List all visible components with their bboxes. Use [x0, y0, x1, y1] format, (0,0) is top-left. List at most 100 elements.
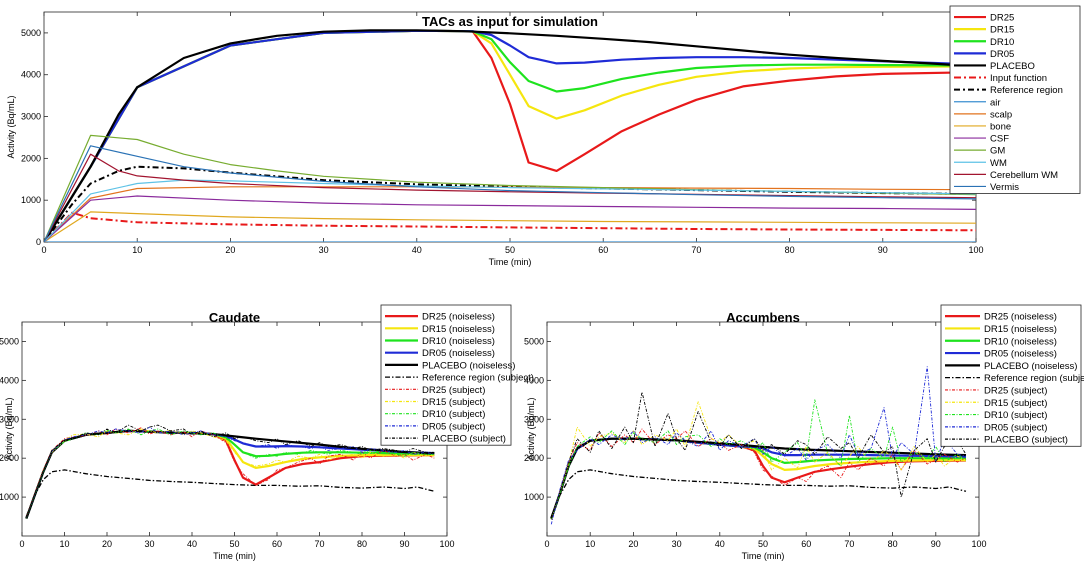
y-tick-label: 4000: [21, 70, 41, 80]
plot-area: [546, 321, 980, 537]
series-line-9: [44, 211, 976, 242]
series-line-2: [550, 437, 966, 519]
legend-entry: DR05 (subject): [984, 422, 1047, 433]
x-tick-label: 0: [19, 539, 24, 549]
x-tick-label: 0: [544, 539, 549, 549]
legend-box: [949, 5, 1081, 194]
x-axis-label: Time (min): [489, 257, 532, 267]
legend-entry: PLACEBO (subject): [984, 435, 1068, 446]
x-tick-label: 20: [225, 245, 235, 255]
x-tick-label: 50: [229, 539, 239, 549]
legend-entry: DR10 (noiseless): [984, 336, 1057, 347]
legend-entry: Vermis: [990, 182, 1019, 193]
series-line-7: [550, 401, 967, 520]
series-line-4: [44, 29, 976, 242]
y-tick-label: 4000: [0, 375, 19, 385]
series-line-10: [44, 195, 976, 242]
x-tick-label: 80: [888, 539, 898, 549]
x-tick-label: 40: [412, 245, 422, 255]
series-line-2: [44, 29, 976, 242]
series-line-8: [25, 428, 435, 519]
series-line-5: [550, 469, 967, 517]
legend-entry: GM: [990, 146, 1005, 157]
x-tick-label: 90: [878, 245, 888, 255]
legend-entry: DR05 (subject): [422, 421, 485, 432]
series-line-6: [550, 428, 967, 520]
legend-entry: WM: [990, 158, 1007, 169]
series-line-5: [44, 211, 976, 242]
x-tick-label: 0: [41, 245, 46, 255]
legend-entry: DR25: [990, 13, 1014, 24]
legend-entry: DR25 (subject): [984, 385, 1047, 396]
x-tick-label: 30: [672, 539, 682, 549]
y-tick-label: 2000: [21, 153, 41, 163]
legend: DR25 (noiseless)DR15 (noiseless)DR10 (no…: [380, 304, 534, 446]
legend-entry: DR05 (noiseless): [984, 349, 1057, 360]
x-tick-label: 70: [691, 245, 701, 255]
series-line-3: [44, 29, 976, 242]
legend-entry: Input function: [990, 73, 1047, 84]
x-tick-label: 40: [187, 539, 197, 549]
series-group: [44, 29, 976, 242]
x-tick-label: 80: [357, 539, 367, 549]
y-tick-label: 1000: [21, 195, 41, 205]
chart-2: 0 10 20 30 40 50 60 70 80 90 100 1000 2000 3000 4000 50…: [524, 304, 1084, 561]
series-line-9: [550, 366, 967, 525]
y-tick-label: 1000: [524, 492, 544, 502]
series-line-13: [44, 153, 976, 242]
y-tick-label: 5000: [21, 28, 41, 38]
x-tick-label: 10: [585, 539, 595, 549]
x-tick-label: 60: [272, 539, 282, 549]
series-line-10: [25, 424, 435, 518]
legend-entry: Reference region: [990, 85, 1063, 96]
legend-entry: DR10 (subject): [984, 410, 1047, 421]
x-tick-label: 30: [144, 539, 154, 549]
legend-entry: PLACEBO (subject): [422, 434, 506, 445]
x-tick-label: 30: [319, 245, 329, 255]
legend-entry: DR25 (noiseless): [984, 312, 1057, 323]
y-tick-label: 0: [36, 237, 41, 247]
series-line-8: [44, 186, 976, 242]
y-tick-label: 5000: [524, 336, 544, 346]
series-line-12: [44, 179, 976, 242]
chart-0: 0 10 20 30 40 50 60 70 80 90 100010002000300040005…: [6, 5, 1081, 267]
y-tick-label: 2000: [0, 453, 19, 463]
x-axis-label: Time (min): [742, 551, 785, 561]
x-tick-label: 10: [132, 245, 142, 255]
legend-entry: air: [990, 97, 1001, 108]
y-tick-label: 3000: [0, 414, 19, 424]
chart-title: Caudate: [209, 310, 260, 325]
x-tick-label: 90: [931, 539, 941, 549]
series-line-1: [25, 429, 435, 519]
legend-entry: DR10 (subject): [422, 409, 485, 420]
legend-entry: DR25 (subject): [422, 385, 485, 396]
x-tick-label: 10: [59, 539, 69, 549]
x-tick-label: 50: [758, 539, 768, 549]
legend-entry: PLACEBO: [990, 61, 1035, 72]
y-axis-label: Activity (Bq/mL): [526, 397, 536, 460]
y-axis-label: Activity (Bq/mL): [6, 95, 16, 158]
legend-entry: PLACEBO (noiseless): [422, 360, 515, 371]
y-tick-label: 4000: [524, 375, 544, 385]
x-tick-label: 70: [314, 539, 324, 549]
legend-entry: DR15 (noiseless): [422, 324, 495, 335]
x-tick-label: 100: [439, 539, 454, 549]
legend-entry: DR15 (subject): [984, 398, 1047, 409]
legend-entry: DR05 (noiseless): [422, 348, 495, 359]
y-tick-label: 1000: [0, 492, 19, 502]
legend-entry: Cerebellum WM: [990, 170, 1058, 181]
y-axis-label: Activity (Bq/mL): [4, 397, 14, 460]
legend-entry: DR15 (noiseless): [984, 324, 1057, 335]
x-tick-label: 100: [971, 539, 986, 549]
legend: DR25 (noiseless)DR15 (noiseless)DR10 (no…: [940, 304, 1084, 447]
series-line-10: [550, 391, 967, 519]
legend-entry: scalp: [990, 109, 1012, 120]
legend-entry: DR25 (noiseless): [422, 312, 495, 323]
legend-entry: CSF: [990, 134, 1009, 145]
legend-entry: DR10 (noiseless): [422, 336, 495, 347]
y-tick-label: 5000: [0, 336, 19, 346]
legend-entry: Reference region (subject): [984, 373, 1084, 384]
x-tick-label: 50: [505, 245, 515, 255]
